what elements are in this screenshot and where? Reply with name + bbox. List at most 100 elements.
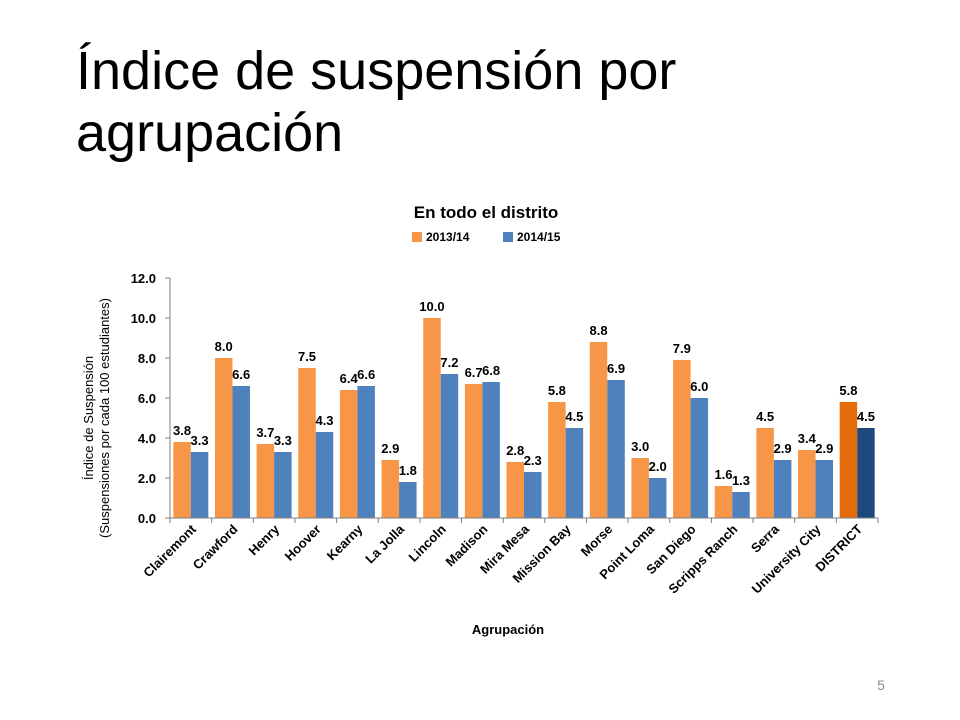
data-label: 3.7 [256,425,274,440]
slide-title-line-1: Índice de suspensión por [76,41,677,101]
data-label: 6.6 [232,367,250,382]
bar-2013-henry [256,444,275,518]
data-label: 6.9 [607,361,625,376]
legend-swatch-2014 [503,232,513,242]
data-label: 8.8 [590,323,608,338]
legend-label-2014: 2014/15 [517,230,561,244]
data-label: 2.9 [815,441,833,456]
y-axis-title-line-1: Índice de Suspensión [81,356,96,480]
bar-2014-serra [773,460,792,518]
bar-2013-san-diego [673,360,691,518]
legend-swatch-2013 [412,232,422,242]
y-tick-label: 4.0 [138,431,156,446]
bar-2014-mission-bay [565,428,584,518]
value-labels: 3.8 8.0 3.7 7.5 6.4 2.9 10.0 6.7 2.8 5.8 8.8 3.0 7.9… [173,299,875,488]
data-label: 1.3 [732,473,750,488]
slide-number: 5 [877,677,885,693]
y-tick-label: 6.0 [138,391,156,406]
bar-2013-university-city [798,450,816,518]
data-label: 4.5 [565,409,583,424]
chart-title: En todo el distrito [414,203,559,222]
bar-2013-clairemont [173,442,191,518]
data-label: 8.0 [215,339,233,354]
data-label: 2.8 [506,443,524,458]
x-tick-label: Clairemont [140,521,199,580]
legend-label-2013: 2013/14 [426,230,470,244]
bar-2013-la-jolla [381,460,400,518]
bar-2014-point-loma [648,478,667,518]
bar-2014-district [857,428,875,518]
data-label: 3.0 [631,439,649,454]
bar-2014-crawford [232,386,250,518]
x-tick-label: Serra [748,521,783,556]
bar-2013-lincoln [423,318,441,518]
data-label: 3.8 [173,423,191,438]
bar-2014-clairemont [190,452,209,518]
y-tick-label: 10.0 [131,311,156,326]
data-label: 5.8 [839,383,857,398]
data-label: 7.9 [673,341,691,356]
data-label: 2.3 [524,453,542,468]
bar-2013-point-loma [631,458,649,518]
x-tick-label: Crawford [190,521,241,572]
data-label: 4.5 [857,409,875,424]
bar-2014-madison [482,382,500,518]
data-label: 6.4 [340,371,359,386]
y-axis-title-line-2: (Suspensiones por cada 100 estudiantes) [97,298,112,538]
data-label: 4.5 [756,409,774,424]
data-label: 6.0 [690,379,708,394]
data-label: 2.0 [649,459,667,474]
bar-2014-la-jolla [399,482,417,518]
bar-2013-serra [756,428,774,518]
y-axis-title: Índice de Suspensión (Suspensiones por c… [81,298,112,538]
data-label: 5.8 [548,383,566,398]
bars [173,318,875,518]
y-tick-label: 12.0 [131,271,156,286]
bar-2013-mission-bay [548,402,566,518]
data-label: 7.5 [298,349,316,364]
bar-2014-scripps-ranch [732,492,750,518]
data-label: 6.6 [357,367,375,382]
data-label: 6.8 [482,363,500,378]
data-label: 2.9 [381,441,399,456]
bar-2014-kearny [357,386,375,518]
axes [169,278,879,523]
data-label: 1.6 [714,467,732,482]
data-label: 10.0 [419,299,444,314]
x-tick-label: Morse [578,522,616,560]
bar-2014-henry [274,452,292,518]
y-tick-label: 0.0 [138,511,156,526]
bar-2014-morse [607,380,625,518]
data-label: 7.2 [440,355,458,370]
bar-2014-university-city [815,460,834,518]
x-axis-title: Agrupación [472,622,544,637]
x-tick-label: Kearny [324,521,366,563]
slide-title-line-2: agrupación [76,103,344,163]
bar-2014-mira-mesa [524,472,542,518]
bar-2013-kearny [339,390,358,518]
bar-2013-madison [464,384,483,518]
x-tick-label: La Jolla [362,521,407,566]
legend: 2013/14 2014/15 [412,230,561,244]
bar-2013-crawford [214,358,233,518]
bar-2013-hoover [298,368,316,518]
x-tick-label: Henry [246,521,283,558]
data-label: 3.4 [798,431,817,446]
data-label: 2.9 [774,441,792,456]
bar-2013-mira-mesa [506,462,524,518]
data-label: 1.8 [399,463,417,478]
y-axis-ticks: 0.0 2.0 4.0 6.0 8.0 10.0 12.0 [131,271,170,526]
bar-2014-lincoln [440,374,459,518]
bar-2014-san-diego [690,398,709,518]
slide-title: Índice de suspensión por agrupación [76,40,896,164]
x-tick-label: Hoover [282,522,324,564]
data-label: 3.3 [191,433,209,448]
data-label: 3.3 [274,433,292,448]
bar-2014-hoover [315,432,334,518]
bar-2013-scripps-ranch [714,486,733,518]
y-tick-label: 2.0 [138,471,156,486]
data-label: 6.7 [465,365,483,380]
data-label: 4.3 [315,413,333,428]
